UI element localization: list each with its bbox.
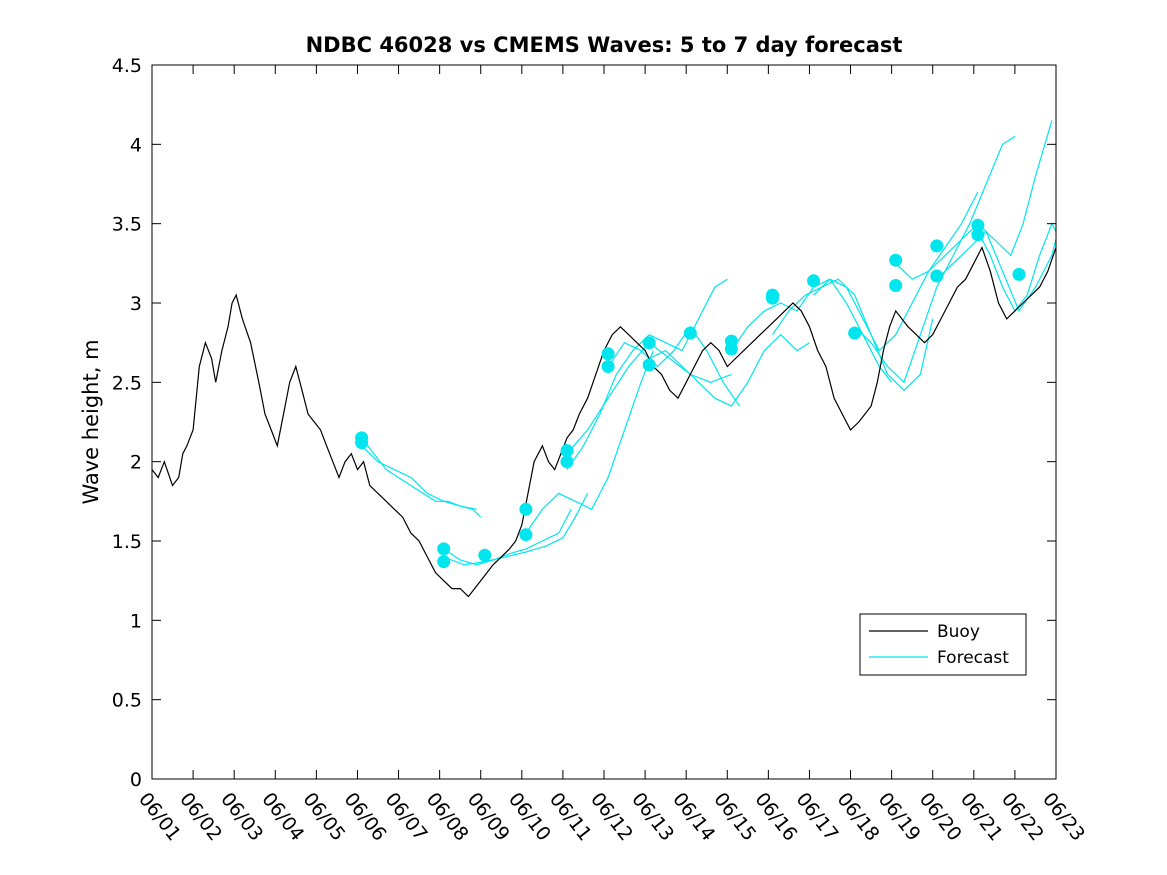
forecast-line-15 (977, 222, 1057, 313)
forecast-marker (355, 436, 369, 450)
y-tick-label: 3 (130, 293, 142, 315)
y-tick-label: 4.5 (112, 55, 142, 77)
forecast-line-10 (772, 278, 934, 392)
forecast-line-5 (566, 278, 728, 470)
forecast-line-4 (525, 350, 654, 534)
forecast-marker (683, 326, 697, 340)
y-tick-label: 0 (130, 769, 142, 791)
legend-label-buoy: Buoy (937, 622, 980, 642)
chart-title: NDBC 46028 vs CMEMS Waves: 5 to 7 day fo… (306, 33, 903, 57)
legend-box (859, 613, 1027, 676)
forecast-marker (519, 528, 533, 542)
forecast-marker (519, 502, 533, 516)
forecast-marker (766, 291, 779, 305)
data-layer (151, 120, 1057, 598)
forecast-line-1 (361, 445, 477, 510)
y-axis-label: Wave height, m (79, 339, 103, 504)
forecast-marker (642, 358, 656, 372)
y-tick-label: 0.5 (112, 690, 142, 712)
forecast-marker (601, 360, 615, 373)
forecast-line-3 (443, 493, 589, 566)
forecast-marker (930, 269, 944, 283)
y-tick-label: 1.5 (112, 531, 142, 553)
forecast-marker (437, 555, 451, 569)
forecast-marker (601, 347, 615, 361)
legend-label-forecast: Forecast (937, 648, 1009, 668)
forecast-marker (807, 274, 821, 288)
y-tick-label: 2 (130, 452, 142, 474)
legend: Buoy Forecast (859, 613, 1027, 676)
forecast-marker (971, 228, 985, 242)
forecast-marker (560, 444, 574, 458)
forecast-line-2 (443, 509, 572, 566)
forecast-marker (889, 253, 903, 267)
forecast-line-14 (936, 230, 1057, 313)
forecast-marker (848, 326, 862, 340)
forecast-line-7 (607, 325, 741, 407)
forecast-marker (437, 542, 451, 556)
forecast-marker (971, 218, 985, 232)
y-tick-label: 2.5 (112, 372, 142, 394)
forecast-marker (889, 279, 903, 292)
forecast-line-8 (648, 333, 810, 407)
y-tick-label: 3.5 (112, 214, 142, 236)
forecast-marker (724, 342, 738, 356)
forecast-line-11 (813, 191, 979, 352)
y-tick-label: 4 (130, 134, 142, 156)
forecast-marker (930, 239, 944, 253)
y-tick-label: 1 (130, 610, 142, 632)
forecast-marker (1012, 267, 1026, 281)
forecast-marker (642, 336, 656, 350)
forecast-marker (560, 455, 574, 469)
forecast-marker (478, 548, 492, 562)
